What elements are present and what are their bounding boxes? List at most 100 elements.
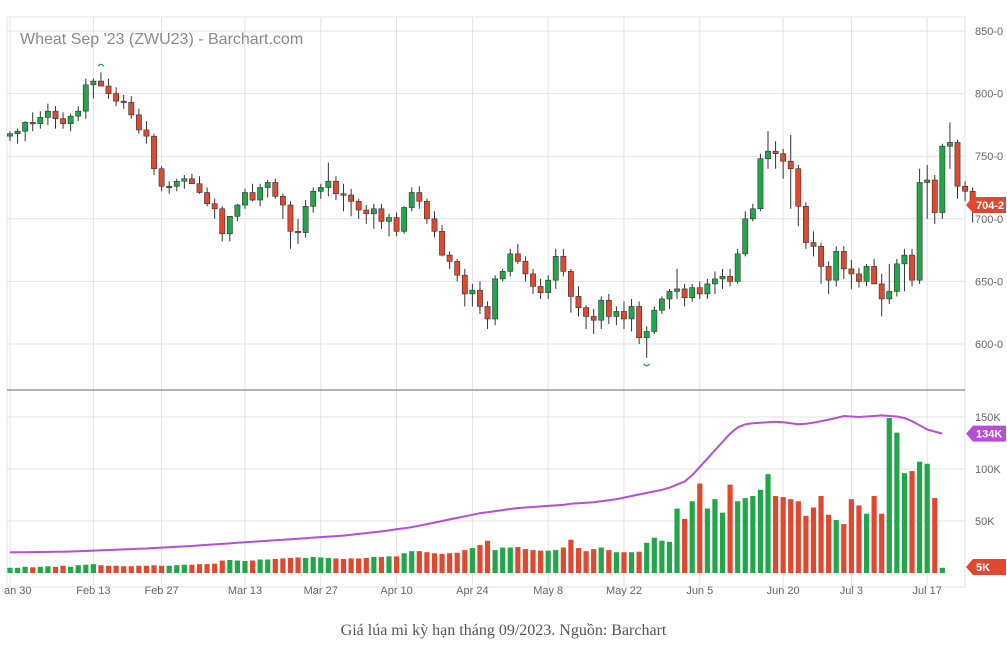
volume-bar xyxy=(333,558,339,573)
candle-body xyxy=(712,278,718,285)
candle-body xyxy=(848,268,855,275)
candle-body xyxy=(105,85,112,94)
volume-bar xyxy=(651,537,657,573)
volume-bar xyxy=(932,498,938,573)
candle-body xyxy=(507,253,514,272)
volume-bar xyxy=(560,547,566,573)
candle-body xyxy=(454,261,461,276)
volume-bar xyxy=(765,474,771,573)
candle-body xyxy=(605,299,612,317)
candle-body xyxy=(234,204,241,217)
volume-bar xyxy=(431,553,438,573)
candle-body xyxy=(7,133,13,137)
volume-bar xyxy=(454,552,460,573)
volume-bar xyxy=(780,497,786,573)
candle-body xyxy=(598,299,605,321)
candle-body xyxy=(871,266,878,285)
volume-tick-label: 100K xyxy=(975,464,1001,476)
date-tick-label: Apr 10 xyxy=(380,585,412,597)
volume-bar xyxy=(742,498,748,573)
volume-bar xyxy=(674,508,680,573)
volume-bar xyxy=(325,557,331,573)
volume-tick-label: 50K xyxy=(975,516,995,528)
candle-body xyxy=(75,110,82,117)
volume-bar xyxy=(257,559,263,573)
candle-body xyxy=(196,183,203,193)
candle-body xyxy=(749,208,756,220)
price-tick-label: 850-0 xyxy=(975,26,1003,38)
candle-body xyxy=(568,271,574,297)
price-tick-label: 800-0 xyxy=(975,89,1003,101)
candle-body xyxy=(863,266,870,282)
candle-body xyxy=(370,208,377,215)
volume-bar xyxy=(378,556,385,573)
date-tick-label: May 22 xyxy=(606,585,642,597)
candle-body xyxy=(893,263,900,292)
volume-bar xyxy=(227,560,233,573)
volume-bar xyxy=(879,513,885,573)
volume-bar xyxy=(704,508,710,573)
volume-bar xyxy=(310,556,316,573)
volume-bar xyxy=(591,549,597,573)
candle-body xyxy=(810,242,817,247)
candle-body xyxy=(60,118,66,124)
volume-bar xyxy=(484,540,491,573)
volume-bar xyxy=(356,558,362,573)
candle-body xyxy=(492,278,499,320)
candle-body xyxy=(590,316,597,321)
candle-body xyxy=(355,200,362,211)
candle-body xyxy=(909,254,915,281)
candle-body xyxy=(44,110,51,118)
volume-bar xyxy=(606,550,612,573)
candle-body xyxy=(954,142,961,187)
candle-body xyxy=(317,187,324,192)
last-price-badge-shape xyxy=(966,197,1006,214)
date-tick-label: Jul 17 xyxy=(913,585,942,597)
candle-body xyxy=(636,306,643,339)
volume-tick-label: 150K xyxy=(975,412,1001,424)
volume-bar xyxy=(598,547,604,573)
candle-body xyxy=(226,215,233,235)
candle-body xyxy=(143,129,150,137)
candle-body xyxy=(545,279,552,293)
volume-bar xyxy=(303,557,309,573)
candle-body xyxy=(416,192,423,202)
volume-moving-average-line xyxy=(10,414,943,554)
date-tick-label: May 8 xyxy=(533,585,563,597)
volume-bar xyxy=(75,565,81,573)
volume-bar xyxy=(105,565,112,573)
volume-bar xyxy=(14,567,21,573)
volume-bar xyxy=(439,553,445,573)
volume-bar xyxy=(772,496,779,573)
volume-bar xyxy=(795,501,801,573)
volume-bar xyxy=(636,551,642,573)
candle-body xyxy=(393,217,400,232)
date-tick-label: Mar 27 xyxy=(304,585,338,597)
volume-bar xyxy=(128,566,134,573)
volume-bar xyxy=(712,499,718,573)
volume-bar xyxy=(386,556,392,573)
candle-body xyxy=(613,311,620,317)
candle-body xyxy=(530,273,536,287)
volume-bar xyxy=(856,505,862,573)
volume-bar xyxy=(212,563,218,573)
candle-body xyxy=(219,208,226,235)
candle-body xyxy=(82,84,89,112)
candle-body xyxy=(621,311,627,320)
volume-bar xyxy=(538,550,544,573)
volume-bar xyxy=(295,557,301,573)
last-volume-badge: 5K xyxy=(976,562,990,574)
volume-bar xyxy=(447,553,453,573)
volume-bar xyxy=(530,550,536,573)
volume-bar xyxy=(196,564,203,573)
candle-body xyxy=(575,296,582,308)
volume-bar xyxy=(83,564,89,573)
candle-body xyxy=(856,273,862,282)
candle-body xyxy=(113,93,120,102)
candle-body xyxy=(22,122,29,132)
candle-body xyxy=(29,122,36,125)
date-tick-label: Jul 3 xyxy=(840,585,863,597)
candle-body xyxy=(151,135,157,170)
candle-body xyxy=(787,160,794,170)
volume-bar xyxy=(416,551,422,573)
